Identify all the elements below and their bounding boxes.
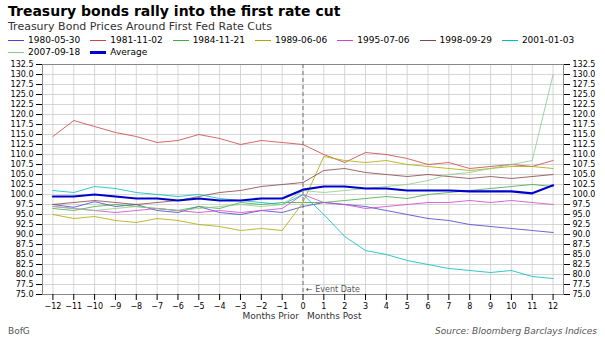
svg-text:90.0: 90.0 <box>16 230 34 239</box>
html-text:1981-11-02: 1981-11-02 <box>110 35 163 45</box>
svg-text:9: 9 <box>488 302 493 311</box>
svg-text:110.0: 110.0 <box>573 150 596 159</box>
svg-text:100.0: 100.0 <box>11 190 34 199</box>
svg-text:3: 3 <box>363 302 368 311</box>
svg-text:2: 2 <box>342 302 347 311</box>
svg-text:← Event Date: ← Event Date <box>306 285 360 294</box>
svg-text:0: 0 <box>300 302 305 311</box>
svg-text:97.5: 97.5 <box>16 200 34 209</box>
svg-text:130.0: 130.0 <box>573 70 596 79</box>
svg-text:−2: −2 <box>255 302 267 311</box>
html-text:Source: Bloomberg Barclays Ind: Source: Bloomberg Barclays Indices <box>435 326 597 336</box>
svg-text:4: 4 <box>384 302 389 311</box>
svg-text:80.0: 80.0 <box>573 270 591 279</box>
svg-text:117.5: 117.5 <box>11 120 34 129</box>
svg-text:−1: −1 <box>276 302 288 311</box>
svg-text:120.0: 120.0 <box>573 110 596 119</box>
svg-text:1: 1 <box>321 302 326 311</box>
svg-text:102.5: 102.5 <box>573 180 596 189</box>
svg-text:Months Prior: Months Prior <box>243 311 300 321</box>
svg-text:107.5: 107.5 <box>573 160 596 169</box>
svg-text:75.0: 75.0 <box>16 290 34 299</box>
html-text:1998-09-29: 1998-09-29 <box>439 35 492 45</box>
svg-text:5: 5 <box>405 302 410 311</box>
svg-text:82.5: 82.5 <box>573 260 591 269</box>
svg-text:−9: −9 <box>110 302 122 311</box>
svg-text:−12: −12 <box>44 302 61 311</box>
svg-text:105.0: 105.0 <box>573 170 596 179</box>
html-text:1989-06-06: 1989-06-06 <box>274 35 328 45</box>
html-text:1995-07-06: 1995-07-06 <box>357 35 410 45</box>
html-text:1984-11-21: 1984-11-21 <box>192 35 245 45</box>
svg-text:120.0: 120.0 <box>11 110 34 119</box>
svg-text:−5: −5 <box>193 302 205 311</box>
svg-text:132.5: 132.5 <box>11 60 34 69</box>
svg-text:−4: −4 <box>214 302 226 311</box>
svg-text:122.5: 122.5 <box>11 100 34 109</box>
svg-text:125.0: 125.0 <box>573 90 596 99</box>
svg-text:77.5: 77.5 <box>16 280 34 289</box>
svg-text:−10: −10 <box>86 302 103 311</box>
svg-text:132.5: 132.5 <box>573 60 596 69</box>
svg-text:112.5: 112.5 <box>573 140 596 149</box>
svg-text:127.5: 127.5 <box>573 80 596 89</box>
svg-text:92.5: 92.5 <box>573 220 591 229</box>
svg-text:12: 12 <box>548 302 558 311</box>
svg-text:115.0: 115.0 <box>11 130 34 139</box>
svg-text:82.5: 82.5 <box>16 260 34 269</box>
svg-text:75.0: 75.0 <box>573 290 591 299</box>
svg-text:87.5: 87.5 <box>573 240 591 249</box>
svg-text:127.5: 127.5 <box>11 80 34 89</box>
svg-text:112.5: 112.5 <box>11 140 34 149</box>
svg-text:117.5: 117.5 <box>573 120 596 129</box>
svg-text:92.5: 92.5 <box>16 220 34 229</box>
svg-text:80.0: 80.0 <box>16 270 34 279</box>
svg-text:122.5: 122.5 <box>573 100 596 109</box>
svg-text:115.0: 115.0 <box>573 130 596 139</box>
svg-text:90.0: 90.0 <box>573 230 591 239</box>
svg-text:85.0: 85.0 <box>16 250 34 259</box>
svg-text:102.5: 102.5 <box>11 180 34 189</box>
html-text:BofG: BofG <box>8 326 30 336</box>
svg-text:125.0: 125.0 <box>11 90 34 99</box>
html-text:Treasury bonds rally into the: Treasury bonds rally into the first rate… <box>8 3 341 19</box>
svg-text:Months Post: Months Post <box>307 311 362 321</box>
svg-text:97.5: 97.5 <box>573 200 591 209</box>
html-text:Treasury Bond Prices Around Fi: Treasury Bond Prices Around First Fed Ra… <box>8 20 272 33</box>
svg-text:6: 6 <box>425 302 430 311</box>
svg-text:10: 10 <box>506 302 516 311</box>
svg-text:−11: −11 <box>65 302 82 311</box>
svg-text:−3: −3 <box>235 302 247 311</box>
svg-text:95.0: 95.0 <box>573 210 591 219</box>
html-text:1980-05-30: 1980-05-30 <box>28 35 81 45</box>
html-text:2007-09-18: 2007-09-18 <box>28 47 81 57</box>
svg-text:105.0: 105.0 <box>11 170 34 179</box>
svg-text:−7: −7 <box>151 302 163 311</box>
svg-text:8: 8 <box>467 302 472 311</box>
svg-text:−6: −6 <box>172 302 184 311</box>
svg-text:87.5: 87.5 <box>16 240 34 249</box>
svg-text:85.0: 85.0 <box>573 250 591 259</box>
svg-text:107.5: 107.5 <box>11 160 34 169</box>
svg-text:95.0: 95.0 <box>16 210 34 219</box>
svg-text:−8: −8 <box>130 302 142 311</box>
svg-text:100.0: 100.0 <box>573 190 596 199</box>
svg-text:7: 7 <box>446 302 451 311</box>
svg-text:130.0: 130.0 <box>11 70 34 79</box>
svg-text:77.5: 77.5 <box>573 280 591 289</box>
html-text:2001-01-03: 2001-01-03 <box>521 35 575 45</box>
html-text:Average: Average <box>110 47 148 57</box>
svg-text:110.0: 110.0 <box>11 150 34 159</box>
svg-text:11: 11 <box>527 302 537 311</box>
